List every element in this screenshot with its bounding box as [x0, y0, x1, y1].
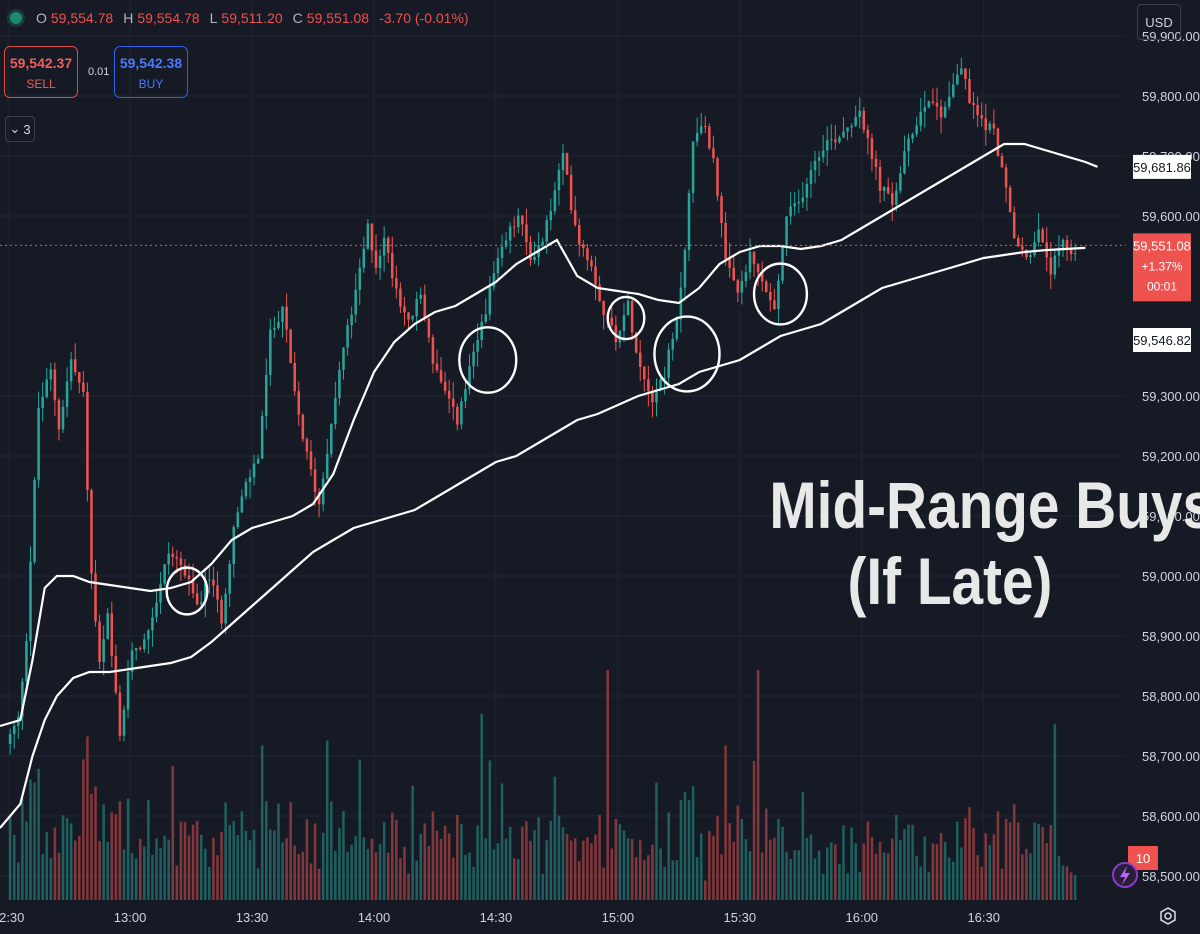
time-tick-label: 15:30 — [724, 910, 757, 925]
buy-button[interactable]: 59,542.38 BUY — [114, 46, 188, 98]
time-tick-label: 16:00 — [846, 910, 879, 925]
price-tick-label: 59,900.00 — [1142, 29, 1200, 44]
price-tick-label: 58,900.00 — [1142, 629, 1200, 644]
lightning-icon[interactable] — [1112, 862, 1138, 888]
open-value: 59,554.78 — [50, 10, 114, 26]
sell-label: SELL — [26, 77, 56, 91]
last-price-label: 00:01 — [1147, 279, 1177, 293]
collapse-indicators-button[interactable]: ⌄ 3 — [5, 116, 35, 142]
price-axis[interactable]: 59,900.0059,800.0059,700.0059,600.0059,3… — [1130, 0, 1200, 934]
price-tick-label: 59,300.00 — [1142, 389, 1200, 404]
high-value: 59,554.78 — [137, 10, 200, 26]
price-tick-label: 59,000.00 — [1142, 569, 1200, 584]
chevron-down-icon: ⌄ — [9, 121, 21, 136]
buy-label: BUY — [138, 77, 164, 91]
sell-price: 59,542.37 — [9, 55, 73, 71]
price-tick-label: 58,800.00 — [1142, 689, 1200, 704]
buy-price: 59,542.38 — [119, 55, 183, 71]
spread-value: 0.01 — [88, 66, 110, 78]
annotation-line-1: Mid-Range Buys — [769, 468, 1200, 542]
close-value: 59,551.08 — [306, 10, 370, 26]
ma-price-label: 59,681.86 — [1133, 160, 1191, 175]
indicator-count: 3 — [23, 121, 31, 137]
time-tick-label: 14:30 — [480, 910, 513, 925]
close-key: C — [292, 10, 303, 26]
price-tick-label: 59,600.00 — [1142, 209, 1200, 224]
price-tick-label: 59,100.00 — [1142, 509, 1200, 524]
open-key: O — [36, 10, 47, 26]
price-tick-label: 59,800.00 — [1142, 89, 1200, 104]
volume-bars — [8, 670, 1077, 900]
price-labels: 59,681.86 59,551.08 +1.37% 00:01 59,546.82 — [1133, 154, 1191, 352]
price-tick-label: 58,700.00 — [1142, 749, 1200, 764]
time-tick-label: 12:30 — [0, 910, 24, 925]
low-key: L — [209, 10, 218, 26]
ma-price-label: 59,546.82 — [1133, 333, 1191, 348]
annotation-line-2: (If Late) — [847, 543, 1053, 618]
time-tick-label: 13:30 — [236, 910, 269, 925]
time-tick-label: 13:00 — [114, 910, 147, 925]
chart-annotation: Mid-Range Buys (If Late) — [769, 468, 1200, 620]
market-status-icon — [10, 12, 22, 24]
time-tick-label: 15:00 — [602, 910, 635, 925]
grid-lines — [0, 0, 1126, 900]
ohlc-legend: O 59,554.78 H 59,554.78 L 59,511.20 C 59,551… — [10, 10, 475, 26]
moving-averages — [0, 142, 1098, 829]
low-value: 59,511.20 — [221, 10, 283, 26]
price-tick-label: 59,200.00 — [1142, 449, 1200, 464]
price-tick-label: 58,500.00 — [1142, 869, 1200, 884]
gear-icon[interactable] — [1158, 906, 1178, 928]
price-tick-label: 58,600.00 — [1142, 809, 1200, 824]
time-tick-label: 16:30 — [967, 910, 1000, 925]
time-tick-label: 14:00 — [358, 910, 391, 925]
change-value: -3.70 (-0.01%) — [379, 10, 469, 26]
sell-button[interactable]: 59,542.37 SELL — [4, 46, 78, 98]
high-key: H — [123, 10, 134, 26]
time-axis[interactable]: 12:30 13:00 13:30 14:00 14:30 15:00 15:30 16:00… — [0, 900, 1200, 934]
currency-selector[interactable]: USD — [1137, 4, 1181, 40]
last-price-label: +1.37% — [1141, 259, 1182, 273]
volume-badge-text: 10 — [1136, 851, 1150, 866]
volume-badge: 10 — [1128, 846, 1158, 870]
candlesticks — [8, 57, 1077, 755]
highlight-circles — [165, 262, 809, 616]
last-price-label: 59,551.08 — [1133, 238, 1191, 253]
